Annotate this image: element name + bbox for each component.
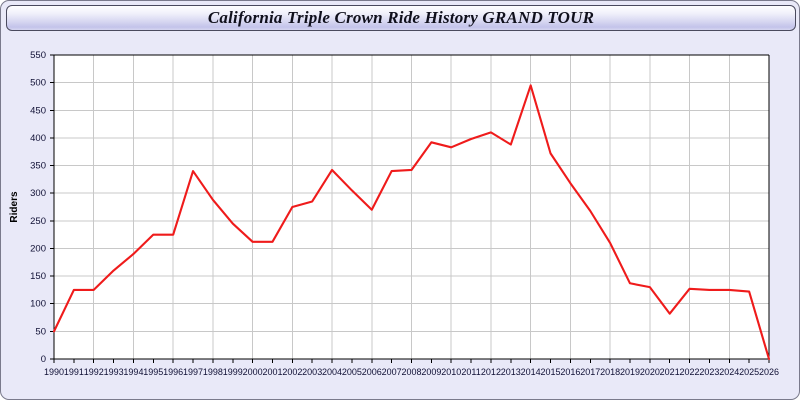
x-tick-label: 1993 xyxy=(104,367,124,377)
x-tick-label: 1996 xyxy=(163,367,183,377)
x-tick-label: 1992 xyxy=(84,367,104,377)
x-tick-label: 2009 xyxy=(421,367,441,377)
x-tick-label: 2004 xyxy=(322,367,342,377)
x-tick-label: 2026 xyxy=(759,367,779,377)
x-tick-label: 2005 xyxy=(342,367,362,377)
x-tick-label: 2011 xyxy=(461,367,480,377)
x-tick-label: 2007 xyxy=(382,367,402,377)
x-tick-label: 2024 xyxy=(719,367,739,377)
x-tick-label: 1997 xyxy=(183,367,203,377)
x-tick-label: 2020 xyxy=(640,367,660,377)
y-tick-label: 250 xyxy=(30,216,46,227)
x-tick-label: 2006 xyxy=(362,367,382,377)
y-tick-label: 350 xyxy=(30,161,46,172)
x-tick-label: 1995 xyxy=(143,367,163,377)
x-tick-label: 2012 xyxy=(481,367,501,377)
x-tick-label: 2001 xyxy=(262,367,282,377)
x-tick-label: 2008 xyxy=(401,367,421,377)
x-tick-label: 2000 xyxy=(243,367,263,377)
x-tick-label: 2003 xyxy=(302,367,322,377)
x-tick-label: 1990 xyxy=(44,367,64,377)
x-tick-label: 1994 xyxy=(123,367,143,377)
y-tick-label: 450 xyxy=(30,105,46,116)
x-tick-label: 2019 xyxy=(620,367,640,377)
y-tick-label: 550 xyxy=(30,50,46,61)
page-title: California Triple Crown Ride History GRA… xyxy=(207,8,595,27)
x-tick-label: 2010 xyxy=(441,367,461,377)
y-axis-title: Riders xyxy=(9,191,20,223)
axis-lines xyxy=(53,54,770,360)
x-tick-label: 2023 xyxy=(699,367,719,377)
chart-plot-area: 0 50 100 150 200 250 300 350 400 450 500 550 1990 19… xyxy=(1,33,799,399)
x-tick-label: 2002 xyxy=(282,367,302,377)
title-bar: California Triple Crown Ride History GRA… xyxy=(6,5,796,31)
y-tick-label: 150 xyxy=(30,271,46,282)
y-tick-label: 300 xyxy=(30,188,46,199)
y-tick-label: 500 xyxy=(30,78,46,89)
y-tick-label: 100 xyxy=(30,299,46,310)
x-tick-label: 2025 xyxy=(739,367,759,377)
y-tick-label: 200 xyxy=(30,243,46,254)
x-axis-ticks: 1990 1991 1992 1993 1994 1995 1996 1997 1998 1999… xyxy=(44,359,779,377)
y-tick-label: 50 xyxy=(35,326,46,337)
x-tick-label: 1999 xyxy=(223,367,243,377)
y-tick-label: 400 xyxy=(30,133,46,144)
x-tick-label: 2022 xyxy=(680,367,700,377)
x-tick-label: 2021 xyxy=(660,367,680,377)
riders-series-line xyxy=(52,84,771,361)
y-tick-label: 0 xyxy=(41,354,46,365)
x-tick-label: 2013 xyxy=(501,367,521,377)
x-tick-label: 1991 xyxy=(64,367,84,377)
x-tick-label: 2017 xyxy=(580,367,600,377)
x-tick-label: 2014 xyxy=(521,367,541,377)
x-tick-label: 1998 xyxy=(203,367,223,377)
y-axis-ticks: 0 50 100 150 200 250 300 350 400 450 500 550 xyxy=(30,50,54,365)
x-tick-label: 2016 xyxy=(560,367,580,377)
x-tick-label: 2015 xyxy=(541,367,561,377)
x-tick-label: 2018 xyxy=(600,367,620,377)
